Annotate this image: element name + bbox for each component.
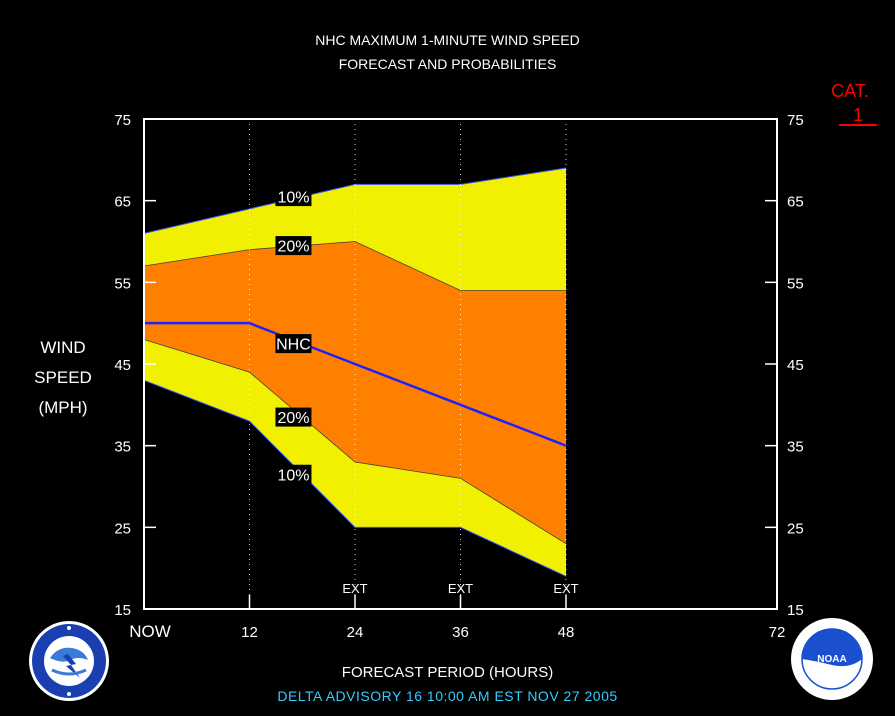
noaa-logo-lettering: NOAA [817,654,846,665]
lower-20-edge [143,339,567,545]
y-tick-label-right: 35 [787,439,804,456]
y-axis-label-line: SPEED [34,368,92,387]
series-labels: 10% 20% NHC 20% 10% [275,187,312,484]
y-tick-label-right: 75 [787,112,804,129]
y-axis-label-line: WIND [40,338,86,357]
axis-ticks: 15 15 25 25 35 35 45 45 55 55 65 65 75 75 NOW 12 24 36 48 7… [114,112,803,641]
chart-title: NHC MAXIMUM 1-MINUTE WIND SPEED [315,32,580,48]
series-label-box [275,334,312,354]
series-label: 10% [277,190,309,207]
series-label: NHC [276,337,311,354]
series-label: 20% [277,239,309,256]
x-tick-label: 24 [347,624,364,641]
y-tick-label-left: 65 [114,194,131,211]
x-tick-label: 72 [769,624,786,641]
y-tick-label-right: 25 [787,520,804,537]
category-label: CAT. [831,81,869,101]
y-tick-label-right: 65 [787,194,804,211]
inner-probability-band [144,241,566,544]
nhc-forecast-line [144,321,567,447]
nws-logo-icon [29,621,109,701]
ext-marker-label: EXT [448,581,473,596]
series-label-box [275,236,312,256]
x-tick-label: NOW [129,622,171,641]
noaa-logo-icon: NOAA [791,618,873,700]
y-axis-label: WIND SPEED (MPH) [18,333,108,423]
y-tick-label-right: 45 [787,357,804,374]
series-label-box [275,187,312,207]
y-tick-label-left: 45 [114,357,131,374]
series-label-box [275,407,312,427]
ext-marker-label: EXT [342,581,367,596]
nhc-forecast-line-group [144,321,567,447]
lower-10-edge [143,379,567,577]
chart-subtitle: FORECAST AND PROBABILITIES [338,56,557,72]
category-value: 1 [839,106,877,126]
y-tick-label-left: 15 [114,602,131,619]
series-label: 20% [277,410,309,427]
y-tick-label-left: 25 [114,520,131,537]
series-label-box [275,464,312,484]
y-tick-label-left: 35 [114,439,131,456]
y-tick-label-right: 55 [787,275,804,292]
series-label: 10% [277,467,309,484]
x-tick-label: 36 [452,624,469,641]
x-tick-label: 12 [241,624,258,641]
upper-20-edge [143,241,566,291]
ext-marker-label: EXT [553,581,578,596]
x-tick-label: 48 [558,624,575,641]
advisory-footer: DELTA ADVISORY 16 10:00 AM EST NOV 27 20… [277,688,618,704]
y-axis-label-line: (MPH) [38,398,88,417]
y-tick-label-right: 15 [787,602,804,619]
x-axis-label: FORECAST PERIOD (HOURS) [341,664,554,681]
y-tick-label-left: 75 [114,112,131,129]
y-tick-label-left: 55 [114,275,131,292]
